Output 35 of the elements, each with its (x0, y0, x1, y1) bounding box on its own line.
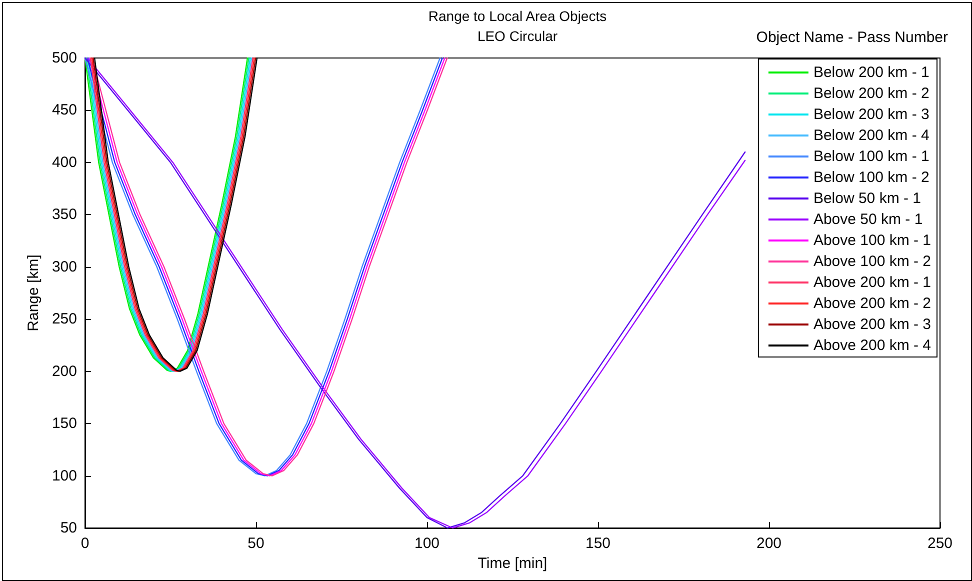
y-tick-label: 200 (52, 362, 77, 380)
legend-label: Above 200 km - 1 (813, 274, 931, 291)
legend-label: Above 50 km - 1 (813, 211, 923, 228)
legend-label: Above 100 km - 2 (813, 253, 931, 270)
legend-label: Below 200 km - 2 (813, 85, 930, 102)
x-tick-label: 50 (248, 535, 264, 552)
y-tick-label: 250 (52, 310, 77, 328)
x-tick-label: 100 (414, 535, 440, 552)
x-tick-label: 0 (80, 535, 90, 552)
y-tick-label: 100 (52, 467, 77, 484)
legend-title: Object Name - Pass Number (756, 29, 948, 46)
y-tick-label: 400 (52, 154, 77, 171)
x-tick-label: 150 (585, 535, 611, 552)
y-axis-title: Range [km] (25, 254, 42, 332)
y-tick-label: 500 (52, 50, 77, 66)
legend-label: Below 200 km - 3 (813, 106, 930, 123)
legend-label: Above 200 km - 2 (813, 295, 931, 312)
legend-label: Above 200 km - 3 (813, 316, 931, 333)
legend-label: Below 200 km - 4 (813, 127, 930, 144)
x-tick-label: 250 (927, 535, 953, 552)
x-tick-label: 200 (756, 535, 782, 552)
legend-label: Below 200 km - 1 (813, 64, 930, 81)
x-axis-title: Time [min] (478, 554, 548, 572)
legend-label: Above 100 km - 1 (813, 232, 931, 249)
legend-label: Below 100 km - 1 (813, 148, 930, 165)
y-tick-label: 350 (52, 206, 77, 224)
legend-label: Below 50 km - 1 (813, 190, 921, 207)
y-tick-label: 300 (52, 258, 77, 276)
chart-title: Range to Local Area Objects (428, 8, 607, 24)
y-tick-label: 450 (52, 102, 77, 119)
chart-subtitle: LEO Circular (477, 28, 558, 44)
y-tick-label: 150 (52, 415, 77, 432)
legend-label: Below 100 km - 2 (813, 169, 930, 186)
legend-label: Above 200 km - 4 (813, 337, 931, 354)
y-tick-label: 50 (60, 520, 77, 536)
